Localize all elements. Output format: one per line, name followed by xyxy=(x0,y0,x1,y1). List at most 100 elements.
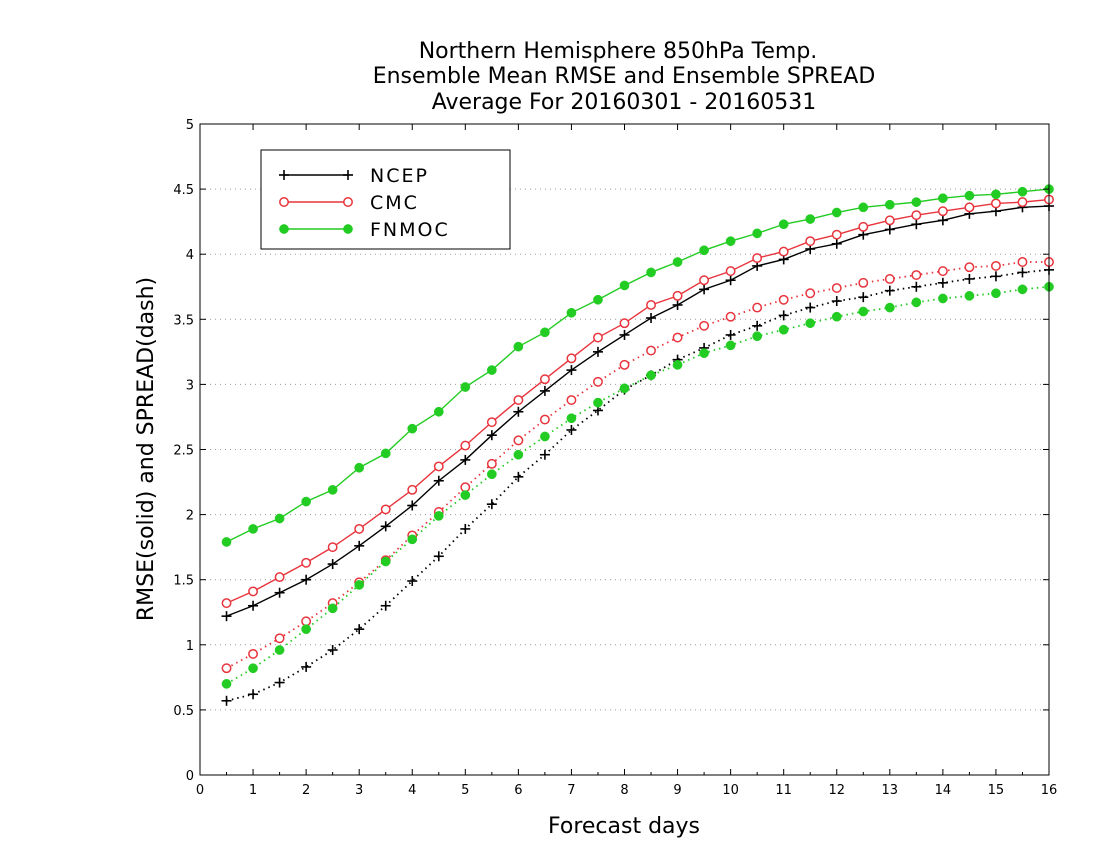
point-cmc-rmse xyxy=(566,353,577,364)
point-fnmoc-spread xyxy=(407,534,418,545)
point-ncep-spread xyxy=(1017,267,1028,278)
point-fnmoc-rmse xyxy=(884,199,895,210)
point-ncep-spread xyxy=(221,695,232,706)
point-fnmoc-rmse xyxy=(646,267,656,278)
point-ncep-spread xyxy=(539,449,550,460)
legend-label: FNMOC xyxy=(370,219,450,241)
point-fnmoc-rmse xyxy=(248,524,258,534)
point-cmc-rmse xyxy=(884,215,895,226)
point-fnmoc-spread xyxy=(884,302,895,313)
point-ncep-spread xyxy=(725,329,736,340)
point-ncep-spread xyxy=(486,499,497,510)
point-fnmoc-rmse xyxy=(460,382,471,392)
point-fnmoc-spread xyxy=(221,679,232,689)
x-tick-label: 4 xyxy=(408,783,416,798)
point-ncep-rmse xyxy=(831,238,842,249)
y-tick-label: 3 xyxy=(186,378,194,393)
y-tick-label: 4 xyxy=(186,248,194,263)
point-ncep-rmse xyxy=(699,284,710,295)
point-fnmoc-spread xyxy=(805,318,816,329)
series-cmc-rmse xyxy=(221,194,1054,609)
point-cmc-rmse xyxy=(1017,197,1028,208)
point-ncep-rmse xyxy=(221,611,232,622)
point-cmc-rmse xyxy=(539,374,550,385)
y-tick-label: 2.5 xyxy=(173,444,194,459)
point-ncep-rmse xyxy=(646,312,657,323)
point-ncep-spread xyxy=(831,296,842,307)
x-tick-label: 8 xyxy=(620,783,628,798)
point-fnmoc-spread xyxy=(699,348,709,359)
point-fnmoc-spread xyxy=(646,370,656,381)
point-cmc-spread xyxy=(884,273,895,284)
point-cmc-spread xyxy=(752,302,763,313)
point-fnmoc-spread xyxy=(672,360,683,370)
y-axis: 0 0.5 1 1.5 2 2.5 3 3.5 4 4.5 5 xyxy=(173,118,1049,784)
series-cmc-spread xyxy=(221,257,1054,674)
chart-title: Northern Hemisphere 850hPa Temp. Ensembl… xyxy=(373,39,876,115)
point-cmc-rmse xyxy=(354,523,365,534)
point-cmc-rmse xyxy=(672,290,683,301)
x-tick-label: 15 xyxy=(988,783,1005,798)
point-ncep-rmse xyxy=(327,559,338,570)
point-fnmoc-rmse xyxy=(752,228,763,239)
point-cmc-rmse xyxy=(752,253,763,264)
point-fnmoc-rmse xyxy=(911,197,922,207)
point-ncep-rmse xyxy=(380,521,391,532)
point-fnmoc-spread xyxy=(831,311,842,322)
x-tick-label: 9 xyxy=(673,783,681,798)
point-fnmoc-spread xyxy=(248,663,258,674)
point-fnmoc-spread xyxy=(964,291,975,301)
point-cmc-spread xyxy=(1017,257,1028,267)
point-ncep-rmse xyxy=(274,587,285,598)
point-cmc-rmse xyxy=(831,229,842,240)
point-ncep-spread xyxy=(778,310,789,321)
legend: NCEP CMC FNMOC xyxy=(260,149,511,250)
point-ncep-rmse xyxy=(513,406,524,417)
legend-marker xyxy=(279,197,289,207)
point-ncep-spread xyxy=(354,624,365,635)
x-tick-label: 13 xyxy=(882,783,899,798)
point-fnmoc-spread xyxy=(619,383,630,394)
point-ncep-rmse xyxy=(460,454,471,465)
legend-label: NCEP xyxy=(370,165,429,187)
point-ncep-spread xyxy=(327,645,338,656)
point-cmc-spread xyxy=(513,435,524,446)
point-cmc-rmse xyxy=(248,586,259,597)
point-fnmoc-rmse xyxy=(991,189,1001,200)
point-fnmoc-rmse xyxy=(540,327,550,338)
point-fnmoc-spread xyxy=(593,397,603,408)
point-fnmoc-spread xyxy=(1017,284,1028,295)
point-ncep-rmse xyxy=(486,430,497,441)
legend-box xyxy=(260,149,511,250)
point-cmc-spread xyxy=(990,260,1001,271)
point-fnmoc-rmse xyxy=(407,423,418,434)
point-cmc-rmse xyxy=(380,504,391,515)
title-line-1: Northern Hemisphere 850hPa Temp. xyxy=(419,39,818,64)
point-fnmoc-rmse xyxy=(672,257,683,267)
point-cmc-rmse xyxy=(619,318,630,329)
point-cmc-spread xyxy=(937,266,948,277)
point-ncep-rmse xyxy=(301,574,312,585)
point-cmc-spread xyxy=(964,262,975,273)
gridlines xyxy=(200,188,1049,711)
x-tick-label: 6 xyxy=(514,783,522,798)
y-tick-label: 0.5 xyxy=(173,704,194,719)
point-cmc-rmse xyxy=(274,572,285,583)
x-tick-label: 5 xyxy=(461,783,469,798)
point-fnmoc-rmse xyxy=(274,513,285,524)
y-tick-label: 2 xyxy=(186,509,194,524)
point-ncep-spread xyxy=(248,689,259,700)
legend-entry-ncep: NCEP xyxy=(279,165,429,187)
point-ncep-spread xyxy=(911,281,922,292)
point-fnmoc-spread xyxy=(991,288,1001,299)
point-cmc-rmse xyxy=(646,300,656,310)
point-fnmoc-spread xyxy=(778,324,789,335)
point-fnmoc-spread xyxy=(911,297,922,308)
y-tick-label: 5 xyxy=(186,118,194,133)
point-fnmoc-rmse xyxy=(619,280,630,291)
point-ncep-spread xyxy=(274,677,285,688)
point-ncep-rmse xyxy=(619,329,630,340)
point-fnmoc-spread xyxy=(460,490,471,500)
point-cmc-spread xyxy=(593,376,603,387)
